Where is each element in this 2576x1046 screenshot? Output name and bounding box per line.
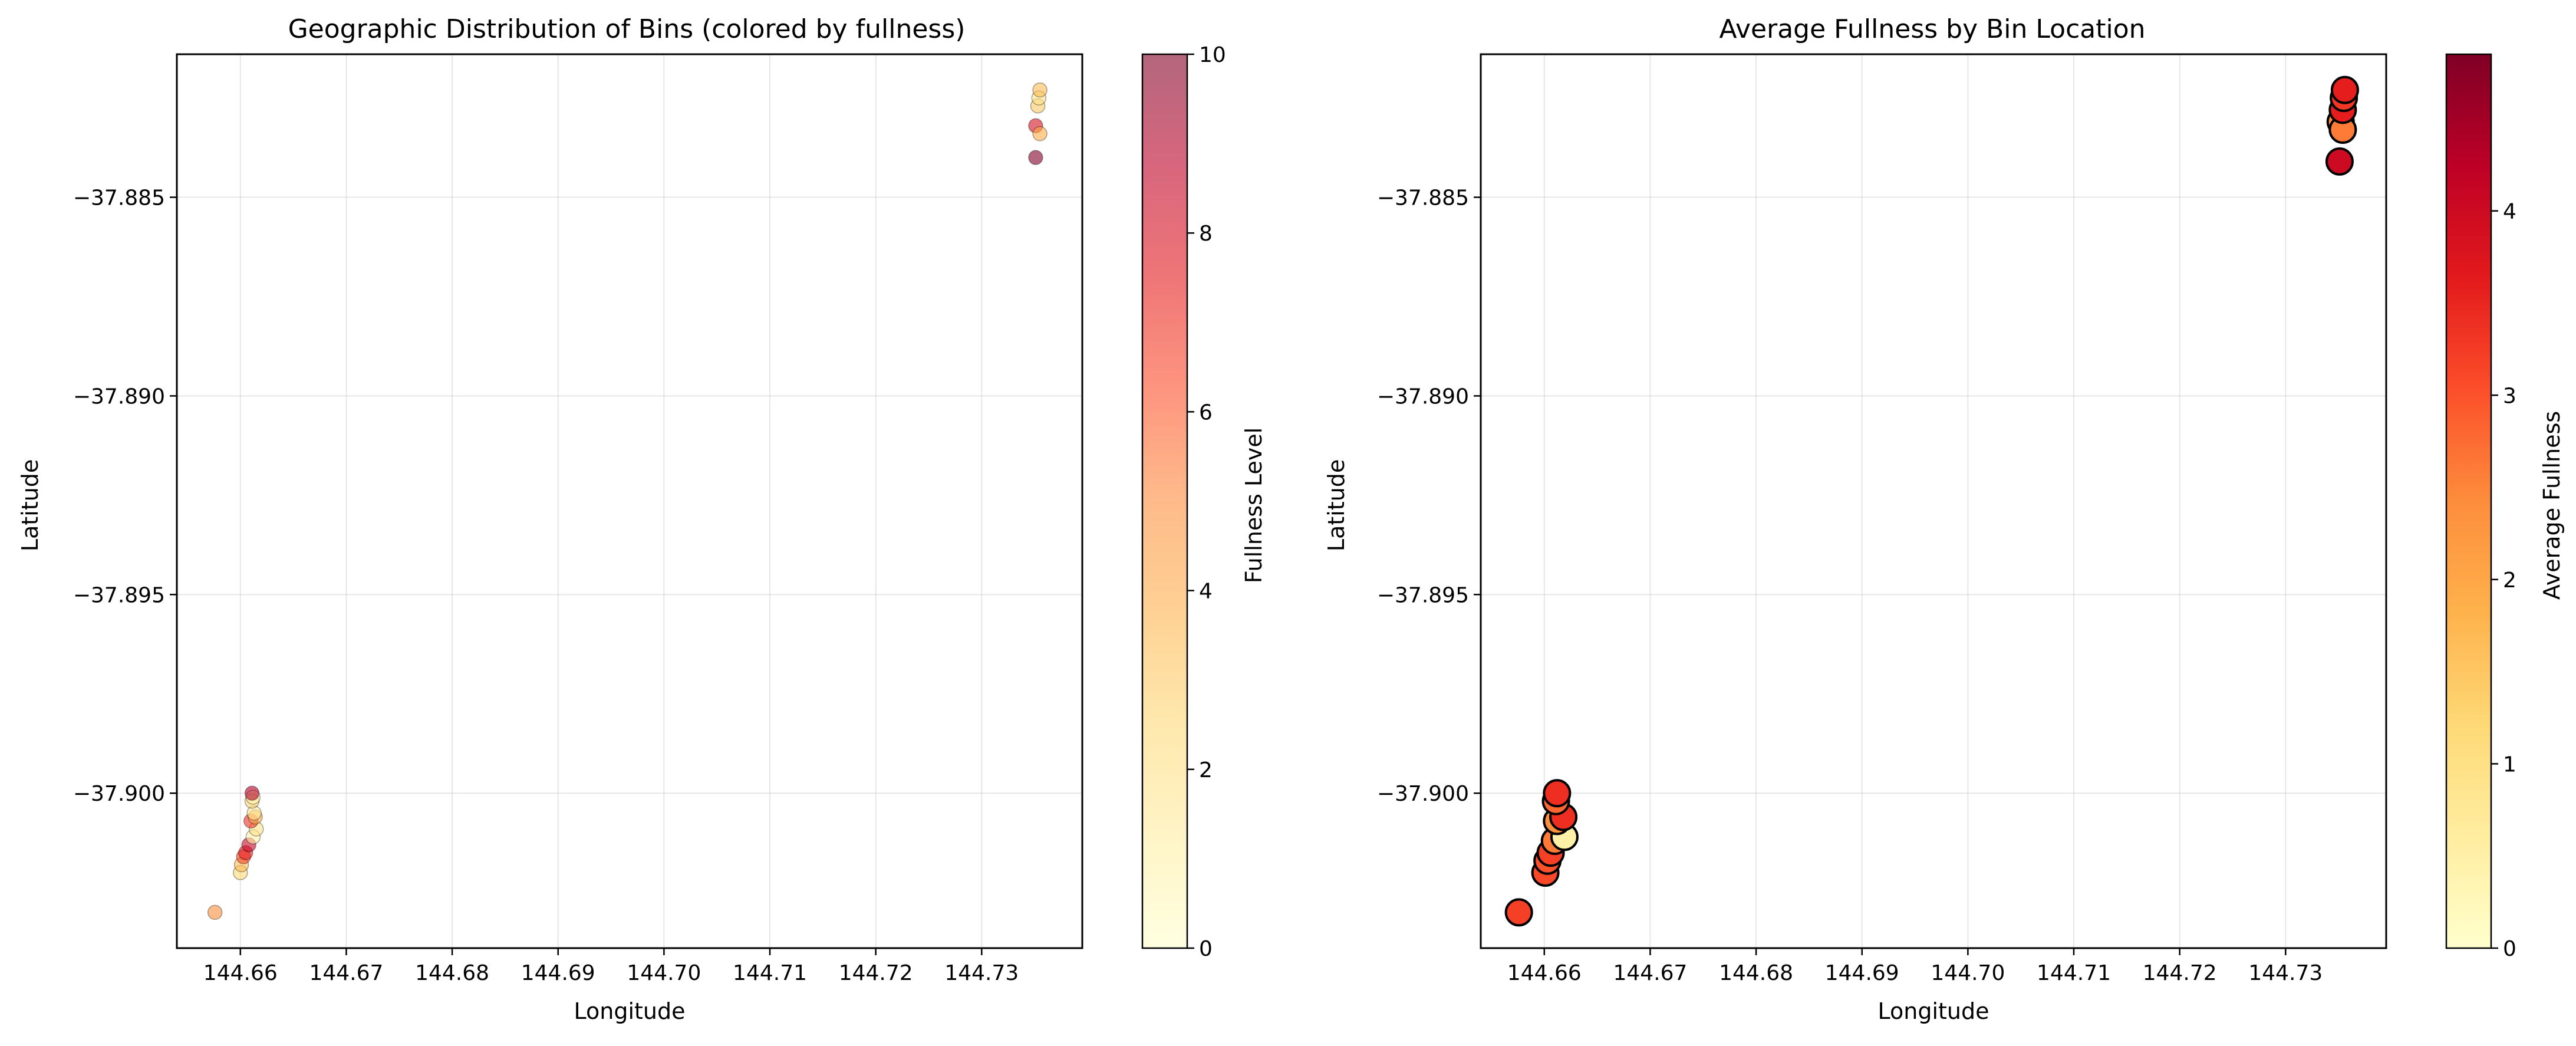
y-tick-label: −37.890: [1377, 384, 1469, 409]
x-axis-ticks: 144.66 144.67 144.68 144.69 144.70 144.71 144.…: [1507, 948, 2323, 985]
colorbar-tick-label: 0: [2503, 937, 2516, 961]
scatter-points: [207, 82, 1047, 920]
y-tick-label: −37.895: [73, 583, 165, 607]
x-tick-label: 144.70: [1931, 961, 2005, 985]
x-tick-label: 144.67: [1613, 961, 1687, 985]
colorbar-tick-label: 4: [1199, 580, 1213, 604]
chart-title: Geographic Distribution of Bins (colored…: [288, 14, 966, 44]
chart-title: Average Fullness by Bin Location: [1719, 14, 2145, 44]
colorbar-tick-label: 3: [2503, 384, 2516, 408]
y-axis-ticks: −37.885 −37.890 −37.895 −37.900: [73, 186, 177, 806]
y-tick-label: −37.895: [1377, 583, 1469, 607]
y-tick-label: −37.885: [1377, 186, 1469, 210]
colorbar: [1141, 53, 1188, 949]
data-point: [2330, 75, 2359, 104]
colorbar-tick-label: 1: [2503, 752, 2516, 777]
data-point: [1032, 126, 1047, 142]
y-axis-label: Latitude: [1323, 459, 1349, 551]
x-tick-label: 144.72: [2143, 961, 2217, 985]
plot-frame: [1480, 53, 2387, 949]
x-tick-label: 144.71: [2037, 961, 2111, 985]
x-tick-label: 144.73: [944, 961, 1019, 985]
x-axis-ticks: 144.66 144.67 144.68 144.69 144.70 144.71 144.…: [203, 948, 1019, 985]
y-tick-label: −37.900: [73, 782, 165, 806]
data-point: [1543, 779, 1572, 808]
x-tick-label: 144.73: [2248, 961, 2323, 985]
colorbar-tick-label: 2: [2503, 568, 2516, 593]
colorbar-ticks: 0 1 2 3 4: [2491, 200, 2516, 961]
x-tick-label: 144.66: [203, 961, 278, 985]
colorbar-tick-label: 2: [1199, 758, 1213, 782]
data-point: [207, 904, 223, 920]
plot-frame: [176, 53, 1083, 949]
y-axis-ticks: −37.885 −37.890 −37.895 −37.900: [1377, 186, 1481, 806]
colorbar-tick-label: 10: [1199, 43, 1226, 67]
colorbar-ticks: 0 2 4 6 8 10: [1187, 43, 1226, 961]
x-tick-label: 144.71: [733, 961, 807, 985]
colorbar-label: Fullness Level: [1241, 427, 1267, 583]
data-point: [1504, 898, 1533, 927]
data-point: [1032, 82, 1047, 98]
data-point: [1028, 150, 1043, 165]
colorbar-tick-label: 8: [1199, 222, 1213, 246]
x-tick-label: 144.69: [521, 961, 595, 985]
x-tick-label: 144.72: [839, 961, 913, 985]
colorbar-tick-label: 6: [1199, 400, 1213, 425]
grid: [1481, 54, 2386, 948]
grid: [177, 54, 1082, 948]
y-tick-label: −37.900: [1377, 782, 1469, 806]
colorbar: [2445, 53, 2492, 949]
colorbar-tick-label: 0: [1199, 937, 1213, 961]
y-tick-label: −37.890: [73, 384, 165, 409]
y-axis-label: Latitude: [17, 459, 43, 551]
x-tick-label: 144.66: [1507, 961, 1582, 985]
colorbar-tick-label: 4: [2503, 200, 2516, 224]
y-tick-label: −37.885: [73, 186, 165, 210]
x-axis-label: Longitude: [574, 998, 686, 1024]
x-tick-label: 144.68: [1719, 961, 1793, 985]
x-tick-label: 144.68: [415, 961, 489, 985]
data-point: [2325, 147, 2354, 176]
x-tick-label: 144.67: [309, 961, 383, 985]
colorbar-label: Average Fullness: [2539, 411, 2565, 600]
x-tick-label: 144.70: [627, 961, 701, 985]
panel-average-fullness: Average Fullness by Bin Location Longitu…: [1323, 14, 2565, 1024]
panel-fullness-level: Geographic Distribution of Bins (colored…: [17, 14, 1267, 1024]
scatter-points: [1504, 75, 2359, 927]
x-axis-label: Longitude: [1878, 998, 1989, 1024]
data-point: [244, 785, 260, 801]
x-tick-label: 144.69: [1825, 961, 1899, 985]
